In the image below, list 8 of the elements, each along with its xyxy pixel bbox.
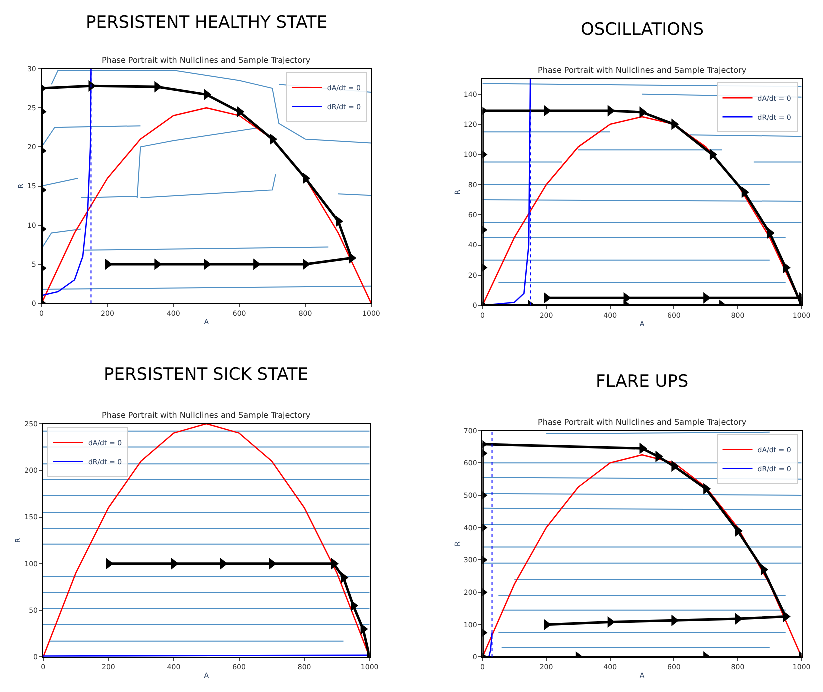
chart-title: PERSISTENT SICK STATE [104,365,309,385]
chart-title: OSCILLATIONS [581,20,704,40]
chart-title: FLARE UPS [596,372,689,392]
chart-subtitle: Phase Portrait with Nullclines and Sample Trajectory [538,418,747,427]
chart-subtitle: Phase Portrait with Nullclines and Sample Trajectory [102,411,311,420]
chart-title: PERSISTENT HEALTHY STATE [86,13,328,33]
chart-subtitle: Phase Portrait with Nullclines and Sample Trajectory [538,66,747,75]
chart-subtitle: Phase Portrait with Nullclines and Sample Trajectory [102,56,311,65]
